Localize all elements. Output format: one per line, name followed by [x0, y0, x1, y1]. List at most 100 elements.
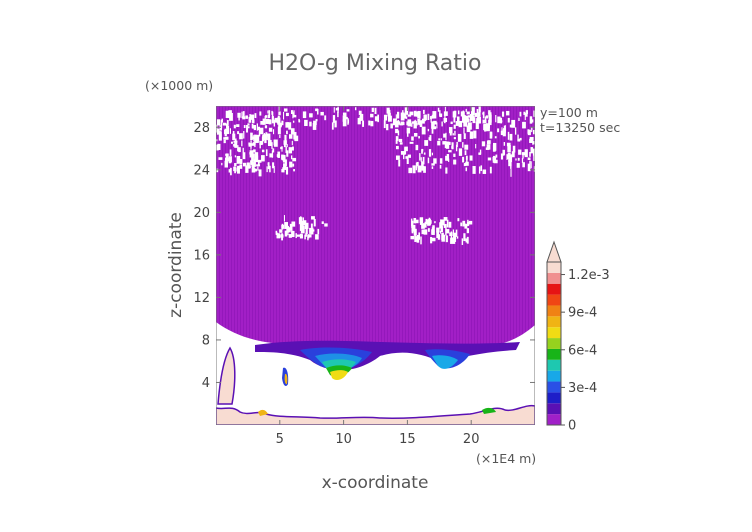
dry-speck [439, 113, 442, 118]
dry-speck [410, 235, 415, 240]
dry-speck [442, 141, 447, 145]
dry-speck [433, 158, 437, 164]
dry-speck [267, 162, 270, 170]
dry-speck [223, 139, 226, 144]
dry-speck [253, 149, 256, 153]
dry-speck [333, 107, 335, 113]
dry-speck [427, 113, 430, 121]
dry-speck [411, 220, 414, 229]
dry-speck [304, 234, 306, 240]
dry-speck [476, 108, 479, 113]
dry-speck [386, 123, 389, 131]
dry-speck [409, 111, 414, 116]
dry-speck [362, 120, 364, 127]
dry-speck [292, 157, 297, 162]
dry-speck [286, 226, 288, 233]
dry-speck [522, 162, 525, 168]
dry-speck [443, 118, 448, 123]
dry-speck [527, 163, 531, 172]
dry-speck [457, 110, 460, 115]
dry-speck [285, 146, 287, 153]
dry-speck [283, 144, 286, 148]
dry-speck [506, 154, 508, 160]
dry-speck [508, 159, 512, 167]
dry-speck [261, 155, 265, 162]
dry-speck [480, 165, 483, 172]
dry-speck [444, 114, 446, 120]
dry-speck [486, 123, 490, 132]
dry-speck [431, 227, 435, 235]
dry-speck [392, 118, 397, 126]
dry-speck [262, 118, 266, 125]
dry-speck [218, 157, 223, 160]
dry-speck [239, 164, 243, 169]
dry-speck [452, 229, 454, 236]
dry-speck [274, 117, 278, 123]
dry-speck [230, 167, 232, 176]
dry-speck [522, 155, 524, 159]
dry-speck [311, 229, 315, 232]
dry-speck [446, 229, 450, 234]
dry-speck [263, 133, 266, 136]
dry-speck [431, 121, 435, 129]
dry-speck [465, 115, 469, 123]
y-axis-label: z-coordinate [166, 212, 186, 318]
dry-speck [530, 119, 534, 123]
dry-speck [472, 166, 476, 174]
dry-speck [305, 226, 308, 235]
dry-speck [397, 130, 400, 136]
dry-speck [514, 127, 517, 135]
dry-speck [421, 229, 425, 235]
dry-speck [463, 127, 465, 134]
dry-speck [265, 149, 268, 157]
dry-speck [445, 167, 448, 174]
dry-speck [374, 116, 378, 121]
dry-speck [281, 120, 284, 126]
dry-speck [428, 217, 431, 221]
dry-speck [226, 125, 230, 129]
dry-speck [511, 151, 515, 158]
dry-speck [490, 132, 493, 137]
dry-speck [443, 223, 447, 228]
dry-speck [511, 119, 516, 128]
colorbar-swatch [547, 327, 561, 339]
dry-speck [497, 116, 501, 124]
dry-speck [229, 128, 231, 134]
dry-speck [236, 155, 241, 164]
dry-speck [296, 234, 301, 237]
dry-speck [502, 153, 505, 156]
dry-speck [309, 227, 312, 234]
dry-speck [428, 137, 430, 141]
dry-speck [250, 161, 254, 165]
dry-speck [517, 134, 519, 141]
dry-speck [257, 126, 260, 131]
dry-speck [440, 226, 443, 233]
dry-speck [441, 234, 445, 242]
dry-speck [465, 167, 467, 172]
dry-speck [289, 223, 293, 231]
dry-speck [284, 134, 287, 142]
dry-speck [529, 136, 534, 140]
dry-speck [216, 168, 219, 173]
chart-title: H2O-g Mixing Ratio [269, 51, 482, 76]
dry-speck [283, 163, 287, 170]
dry-speck [502, 149, 505, 155]
dry-speck [258, 129, 261, 137]
dry-speck [411, 226, 414, 234]
colorbar-frame [546, 261, 562, 426]
dry-speck [477, 116, 481, 124]
dry-speck [533, 166, 535, 172]
dry-speck [312, 122, 317, 130]
dry-speck [424, 221, 427, 226]
dry-speck [304, 222, 309, 230]
dry-speck [315, 119, 318, 122]
dry-speck [510, 164, 512, 169]
dry-speck [457, 218, 460, 222]
colorbar-tick-label: 6e-4 [568, 343, 597, 358]
dry-speck [289, 161, 293, 168]
annotation-time: t=13250 sec [540, 120, 620, 135]
dry-speck [456, 141, 458, 148]
dry-speck [484, 116, 487, 123]
dry-speck [439, 158, 443, 164]
dry-speck [245, 115, 248, 119]
